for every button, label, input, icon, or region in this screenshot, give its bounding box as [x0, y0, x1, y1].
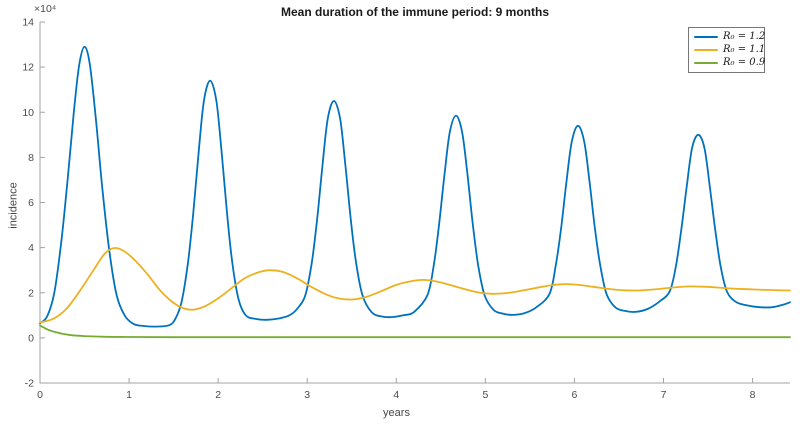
series-line-r0-0-9	[39, 324, 791, 339]
y-tick-label: -2	[25, 378, 34, 390]
x-tick-label: 1	[126, 389, 132, 401]
y-tick-label: 2	[28, 287, 34, 299]
y-axis-label: incidence	[7, 182, 20, 229]
legend-item-r0-1-1: R₀ = 1.1	[694, 45, 765, 55]
legend-item-label: R₀ = 0.9	[723, 57, 766, 68]
legend-line-swatch	[694, 48, 718, 52]
legend-item-label: R₀ = 1.2	[723, 31, 766, 42]
y-tick-label: 12	[22, 62, 34, 74]
x-tick-label: 4	[393, 389, 399, 401]
y-tick-label: 8	[28, 152, 34, 164]
legend: R₀ = 1.2 R₀ = 1.1 R₀ = 0.9	[688, 27, 765, 73]
x-tick-label: 2	[215, 389, 221, 401]
chart-title: Mean duration of the immune period: 9 mo…	[280, 5, 549, 19]
x-tick-label: 5	[482, 389, 488, 401]
x-tick-label: 8	[750, 389, 756, 401]
y-tick-label: 0	[28, 332, 34, 344]
x-tick-label: 3	[304, 389, 310, 401]
y-tick-label: 4	[28, 242, 34, 254]
legend-item-r0-0-9: R₀ = 0.9	[694, 58, 765, 68]
y-tick-label: 14	[22, 17, 34, 29]
x-tick-label: 0	[37, 389, 43, 401]
series-line-r0-1-2	[39, 45, 791, 328]
x-axis-label: years	[383, 407, 410, 419]
legend-item-label: R₀ = 1.1	[723, 44, 766, 55]
x-tick-label: 6	[572, 389, 578, 401]
axes-spines	[39, 22, 790, 384]
y-tick-label: 6	[28, 197, 34, 209]
y-axis-multiplier: ×10⁴	[34, 3, 57, 15]
y-tick-label: 10	[22, 107, 34, 119]
legend-line-swatch	[694, 35, 718, 39]
legend-item-r0-1-2: R₀ = 1.2	[694, 32, 765, 42]
legend-line-swatch	[694, 61, 718, 65]
x-tick-label: 7	[661, 389, 667, 401]
series-line-r0-1-1	[39, 247, 791, 324]
